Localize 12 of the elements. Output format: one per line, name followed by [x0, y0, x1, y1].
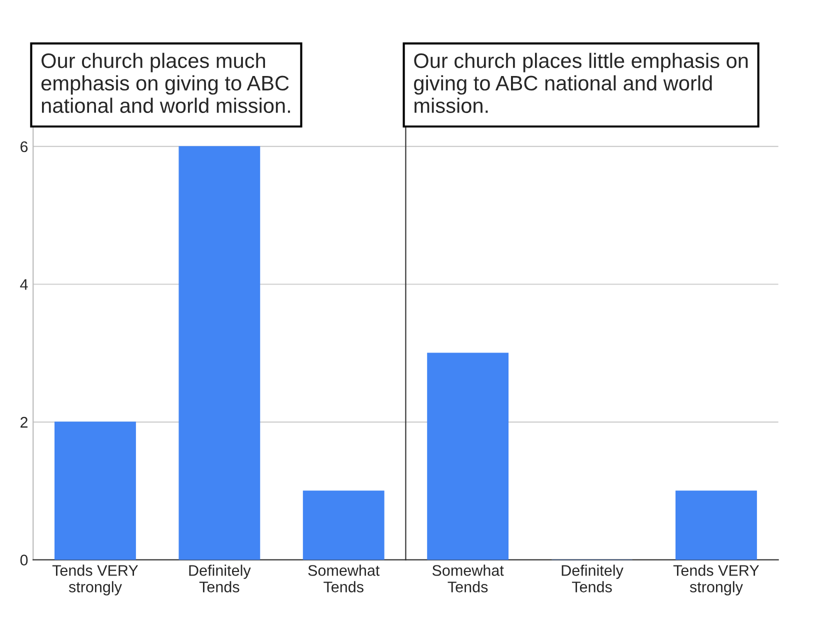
x-tick-label: Tends VERY strongly — [673, 564, 760, 596]
y-tick-label: 4 — [20, 279, 28, 290]
x-tick-label: Definitely Tends — [189, 564, 251, 592]
chart-title: Our church places little emphasis on giving to ABC national and world mission. — [414, 52, 748, 113]
x-tick-label: Tends VERY strongly — [52, 564, 138, 596]
y-tick-label: 2 — [20, 416, 28, 428]
x-tick-label: Somewhat Tends — [432, 564, 504, 592]
x-tick-label: Definitely Tends — [562, 564, 624, 592]
y-tick-label: 0 — [20, 554, 28, 566]
x-tick-label: Somewhat Tends — [308, 564, 380, 592]
y-tick-label: 6 — [20, 141, 28, 152]
chart-title: Our church places much emphasis on giving to ABC national and world mission. — [41, 52, 290, 113]
